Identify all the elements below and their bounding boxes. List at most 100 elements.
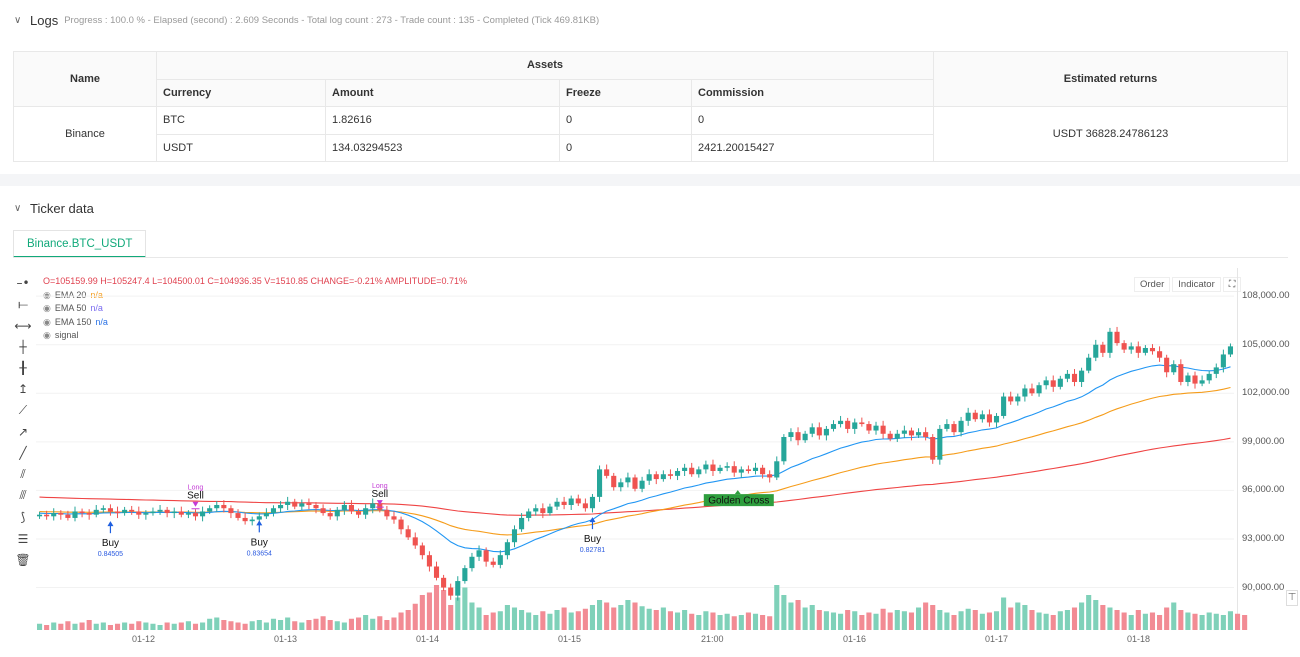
horizontal-segment-icon[interactable]: ⟷ [14,318,32,333]
candle-body [207,508,213,512]
volume-bar [717,615,723,630]
volume-bar [604,602,610,630]
indicator-button[interactable]: Indicator [1172,277,1221,292]
time-tick-label: 01-17 [985,634,1009,644]
sell-label: Sell [187,491,204,502]
candle-body [171,511,177,514]
candle-body [604,469,610,476]
vertical-segment-icon[interactable]: ╂ [19,361,27,376]
volume-bar [667,611,673,630]
volume-bar [1213,613,1219,630]
volume-bar [1121,612,1127,630]
volume-bar [1001,597,1007,630]
vertical-line-icon[interactable]: ┼ [19,339,27,354]
volume-bar [490,612,496,630]
candle-body [611,475,617,488]
volume-bar [526,612,532,630]
fibonacci-icon[interactable]: ⟆ [20,510,26,525]
candle-body [880,425,886,434]
cell: 1.82616 [325,106,560,135]
ray-line-icon[interactable]: ↗ [17,425,29,440]
candle-body [1071,373,1078,382]
legend-ema20[interactable]: ◉ EMA 20 n/a [43,289,467,303]
volume-bar [171,623,177,630]
candle-body [476,550,482,557]
chevron-down-icon[interactable]: ∨ [14,203,22,214]
parallel-line-icon[interactable]: ⫻ [19,488,27,503]
volume-bar [597,600,603,630]
volume-bar [341,622,347,630]
legend-ema150[interactable]: ◉ EMA 150 n/a [43,316,467,330]
chart-buttons: Order Indicator ⛶ [1134,277,1242,292]
volume-bar [384,620,390,630]
candle-body [320,508,326,514]
candle-body [398,519,404,530]
price-channel-icon[interactable]: ⫽ [20,467,26,482]
horizontal-ray-icon[interactable]: ⟝ [18,296,28,311]
volume-bar [1064,610,1070,630]
volume-bar [150,623,156,630]
horizontal-line-icon[interactable]: –• [16,276,30,290]
vertical-ray-icon[interactable]: ↥ [17,382,29,397]
candle-body [618,482,624,488]
signal-label: signal [54,330,79,340]
volume-bar [830,612,837,630]
volume-bar [696,615,702,630]
candle-body [405,529,411,538]
eye-icon[interactable]: ◉ [43,289,51,300]
tab-binance-btc-usdt[interactable]: Binance.BTC_USDT [13,230,147,258]
cell: 0 [559,133,692,162]
volume-bar [348,618,355,630]
volume-bar [192,623,199,630]
candle-body [355,511,362,515]
candle-body [100,508,106,510]
eye-icon[interactable]: ◉ [43,316,51,327]
candle-body [1128,346,1134,350]
ticker-header[interactable]: ∨ Ticker data [14,201,94,216]
time-tick-label: 01-14 [416,634,440,644]
candle-body [696,469,702,475]
ohlc-readout: O=105159.99 H=105247.4 L=104500.01 C=104… [43,276,468,286]
legend-ema50[interactable]: ◉ EMA 50 n/a [43,302,467,316]
straight-line-icon[interactable]: ╱ [19,446,27,461]
volume-bar [646,608,652,630]
candle-body [504,542,510,556]
volume-bar [334,621,340,630]
returns-header: Estimated returns [933,51,1288,107]
scroll-to-latest-button[interactable]: ⊤ [1286,590,1298,606]
candle-body [1157,351,1163,358]
trend-line-icon[interactable]: ⟋ [18,403,28,418]
candle-body [1029,388,1035,394]
candle-body [767,474,773,478]
volume-bar [214,617,220,630]
trash-icon[interactable]: 🗑 [15,552,31,567]
price-axis[interactable] [1237,268,1300,628]
order-button[interactable]: Order [1134,277,1171,292]
buy-value: 0.82781 [580,547,605,554]
volume-bar [419,595,425,630]
volume-bar [802,607,808,630]
volume-bar [682,610,688,630]
volume-bar [1057,611,1063,630]
volume-bar [1036,612,1042,630]
time-tick-label: 01-13 [274,634,298,644]
fullscreen-icon[interactable]: ⛶ [1222,277,1242,292]
candle-body [1142,347,1148,353]
eye-icon[interactable]: ◉ [43,303,51,313]
eye-icon[interactable]: ◉ [43,330,51,340]
candle-body [242,517,248,522]
volume-bar [313,618,319,630]
volume-bar [1128,615,1134,630]
candle-body [1206,373,1212,381]
logs-header[interactable]: ∨ Logs Progress : 100.0 % - Elapsed (sec… [14,12,599,28]
volume-bar [915,607,922,630]
chevron-down-icon[interactable]: ∨ [14,14,22,26]
legend-signal[interactable]: ◉ signal [43,329,467,343]
candle-body [519,517,525,530]
time-tick-label: 01-16 [843,634,867,644]
volume-bar [412,603,418,630]
fib-levels-icon[interactable]: ☰ [17,531,29,546]
volume-bar [292,621,298,630]
volume-bar [93,623,99,630]
